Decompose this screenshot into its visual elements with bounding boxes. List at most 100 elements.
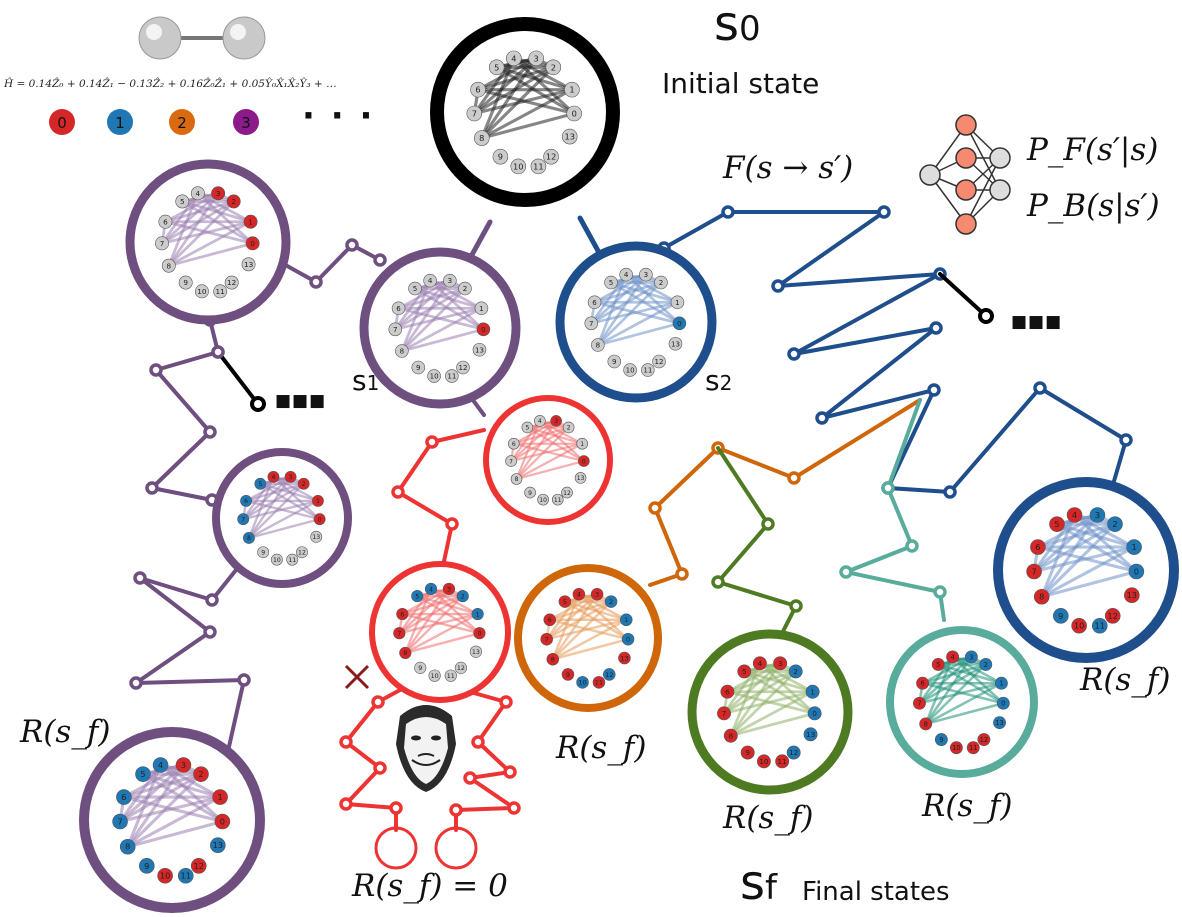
graph-node-label: 13 <box>472 649 480 656</box>
graph-node <box>654 275 668 290</box>
graph-node-label: 1 <box>217 792 222 802</box>
graph-node <box>254 477 267 490</box>
graph-node <box>506 50 522 67</box>
graph-node <box>576 437 588 450</box>
pb-label: P_B(s|s′) <box>1027 188 1160 224</box>
graph-node <box>396 607 409 621</box>
graph-node <box>723 728 738 743</box>
graph-node <box>521 421 534 434</box>
state-purple-final-ring <box>79 727 265 913</box>
mask-mustache <box>417 753 435 757</box>
graph-node-label: 4 <box>758 659 763 668</box>
graph-node-label: 5 <box>936 661 940 669</box>
graph-edge <box>730 690 814 737</box>
branch-ellipsis-right: ■■■ <box>1011 312 1063 332</box>
graph-node <box>913 696 926 710</box>
branch-ellipsis-left: ■■■ <box>275 391 327 411</box>
green-chain-node <box>789 599 803 613</box>
graph-edge <box>597 322 680 347</box>
graph-node <box>470 81 486 98</box>
atom-right <box>222 16 266 60</box>
graph-node-label: 2 <box>198 769 203 779</box>
graph-node-label: 7 <box>545 636 549 644</box>
graph-node <box>296 546 308 559</box>
graph-node-label: 12 <box>546 152 556 162</box>
graph-node <box>408 281 422 296</box>
graph-edge <box>513 426 569 445</box>
graph-node-label: 13 <box>806 730 816 739</box>
graph-node <box>740 745 755 760</box>
nn-hidden-node <box>955 179 977 201</box>
graph-edge <box>481 88 573 140</box>
graph-node-label: 12 <box>1107 611 1117 621</box>
red-chain-b-node <box>339 797 353 811</box>
graph-node-label: 11 <box>1095 621 1105 631</box>
graph-edge <box>248 499 319 540</box>
graph-node <box>1026 563 1042 580</box>
graph-node-label: 1 <box>476 611 480 618</box>
graph-node-label: 4 <box>511 53 516 63</box>
graph-node-label: 9 <box>566 671 570 679</box>
graph-edge <box>551 600 612 661</box>
graph-node <box>466 105 483 122</box>
sf-label: sf <box>740 855 777 911</box>
graph-node <box>445 369 459 383</box>
graph-node-label: 10 <box>759 757 769 766</box>
graph-node <box>670 295 685 310</box>
graph-node <box>245 236 260 251</box>
state-initial-ring <box>430 17 620 207</box>
graph-node <box>424 582 438 596</box>
graph-node <box>1071 617 1087 634</box>
graph-node-label: 9 <box>416 363 421 372</box>
graph-node-label: 3 <box>181 760 186 770</box>
graph-node <box>558 595 572 608</box>
graph-node <box>639 267 653 282</box>
graph-node-label: 12 <box>457 665 465 672</box>
graph-node-label: 6 <box>920 680 924 688</box>
graph-node-label: 7 <box>722 709 727 718</box>
graph-node <box>456 590 469 603</box>
graph-node-label: 11 <box>288 557 296 564</box>
graph-node <box>566 105 582 122</box>
red-chain-c-node <box>507 801 521 815</box>
nn-edge <box>965 157 1001 225</box>
graph-node-label: 7 <box>160 239 165 248</box>
graph-node <box>775 754 790 769</box>
graph-node <box>564 81 580 98</box>
atom-left <box>138 16 182 60</box>
graph-node-label: 2 <box>567 425 571 432</box>
graph-edge <box>1033 522 1116 573</box>
graph-node <box>395 344 409 358</box>
graph-node-label: 10 <box>160 871 170 881</box>
graph-node <box>214 813 231 830</box>
graph-node <box>534 415 546 427</box>
graph-node-label: 6 <box>1035 542 1040 552</box>
graph-node <box>510 473 523 485</box>
graph-node-label: 3 <box>447 586 451 593</box>
graph-node-label: 7 <box>1031 567 1036 577</box>
graph-edge <box>165 200 235 224</box>
graph-edge <box>546 600 612 641</box>
graph-node-label: 8 <box>403 650 407 657</box>
graph-node-label: 3 <box>216 189 221 198</box>
graph-node <box>540 632 553 646</box>
graph-node-label: 8 <box>515 476 519 483</box>
graph-node-label: 12 <box>563 490 571 497</box>
graph-edge <box>404 612 479 654</box>
graph-edge <box>394 287 466 331</box>
graph-node <box>604 275 618 290</box>
graph-node-label: 9 <box>745 748 750 757</box>
graph-node <box>621 632 635 646</box>
mask-eye <box>431 735 441 741</box>
graph-node <box>175 194 190 209</box>
graph-node-label: 9 <box>261 549 265 556</box>
graph-node <box>737 664 752 679</box>
graph-edge <box>401 328 484 353</box>
graph-edge <box>167 200 235 267</box>
red-loop <box>434 826 478 870</box>
graph-edge <box>729 670 797 737</box>
graph-node-label: 4 <box>1072 510 1077 520</box>
graph-node-label: 10 <box>539 497 547 504</box>
graph-node <box>310 530 323 543</box>
